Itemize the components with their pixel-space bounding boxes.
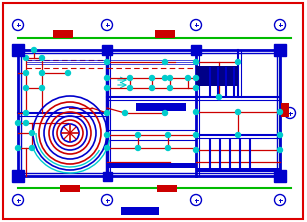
Circle shape — [104, 85, 110, 91]
Circle shape — [29, 145, 34, 151]
Bar — [102, 45, 112, 55]
Circle shape — [40, 85, 45, 91]
Bar — [53, 30, 73, 38]
Circle shape — [127, 75, 133, 81]
Circle shape — [235, 59, 240, 65]
Bar — [136, 103, 186, 111]
Bar — [274, 44, 286, 56]
Circle shape — [193, 147, 199, 153]
Circle shape — [65, 71, 71, 75]
Circle shape — [15, 121, 21, 125]
Circle shape — [165, 145, 170, 151]
Circle shape — [104, 111, 110, 115]
Bar — [191, 45, 201, 55]
Bar — [121, 207, 159, 215]
Bar — [274, 170, 286, 182]
Circle shape — [29, 131, 34, 135]
Bar — [18, 50, 280, 176]
Circle shape — [162, 59, 168, 65]
Bar — [155, 30, 175, 38]
Circle shape — [24, 111, 29, 115]
Circle shape — [104, 75, 110, 81]
Circle shape — [278, 109, 282, 115]
Circle shape — [24, 121, 29, 125]
Circle shape — [162, 111, 168, 115]
Circle shape — [127, 85, 133, 91]
Circle shape — [185, 75, 191, 81]
Circle shape — [32, 48, 37, 52]
Circle shape — [193, 109, 199, 115]
Circle shape — [24, 71, 29, 75]
Circle shape — [104, 133, 110, 137]
Circle shape — [150, 75, 154, 81]
Circle shape — [193, 75, 199, 81]
Circle shape — [40, 71, 45, 75]
Circle shape — [168, 85, 173, 91]
Bar — [12, 44, 24, 56]
Circle shape — [168, 75, 173, 81]
Circle shape — [122, 111, 127, 115]
Circle shape — [104, 145, 110, 151]
Circle shape — [24, 85, 29, 91]
Circle shape — [193, 59, 199, 65]
Bar — [196, 168, 280, 172]
Circle shape — [15, 145, 21, 151]
Circle shape — [104, 59, 110, 65]
Bar — [196, 66, 238, 86]
Circle shape — [216, 95, 221, 99]
Bar — [281, 103, 289, 117]
Circle shape — [235, 133, 240, 137]
Bar — [21, 53, 277, 173]
Circle shape — [162, 75, 168, 81]
Circle shape — [193, 133, 199, 137]
Circle shape — [24, 56, 29, 61]
Bar — [12, 170, 24, 182]
Circle shape — [235, 109, 240, 115]
Circle shape — [278, 133, 282, 137]
Circle shape — [150, 85, 154, 91]
Bar — [103, 172, 111, 180]
Circle shape — [135, 133, 141, 137]
Circle shape — [165, 133, 170, 137]
Bar — [107, 163, 196, 168]
Circle shape — [193, 85, 199, 91]
Circle shape — [278, 147, 282, 153]
Circle shape — [135, 145, 141, 151]
Circle shape — [40, 56, 45, 61]
Bar — [157, 185, 177, 192]
Bar — [60, 185, 80, 192]
